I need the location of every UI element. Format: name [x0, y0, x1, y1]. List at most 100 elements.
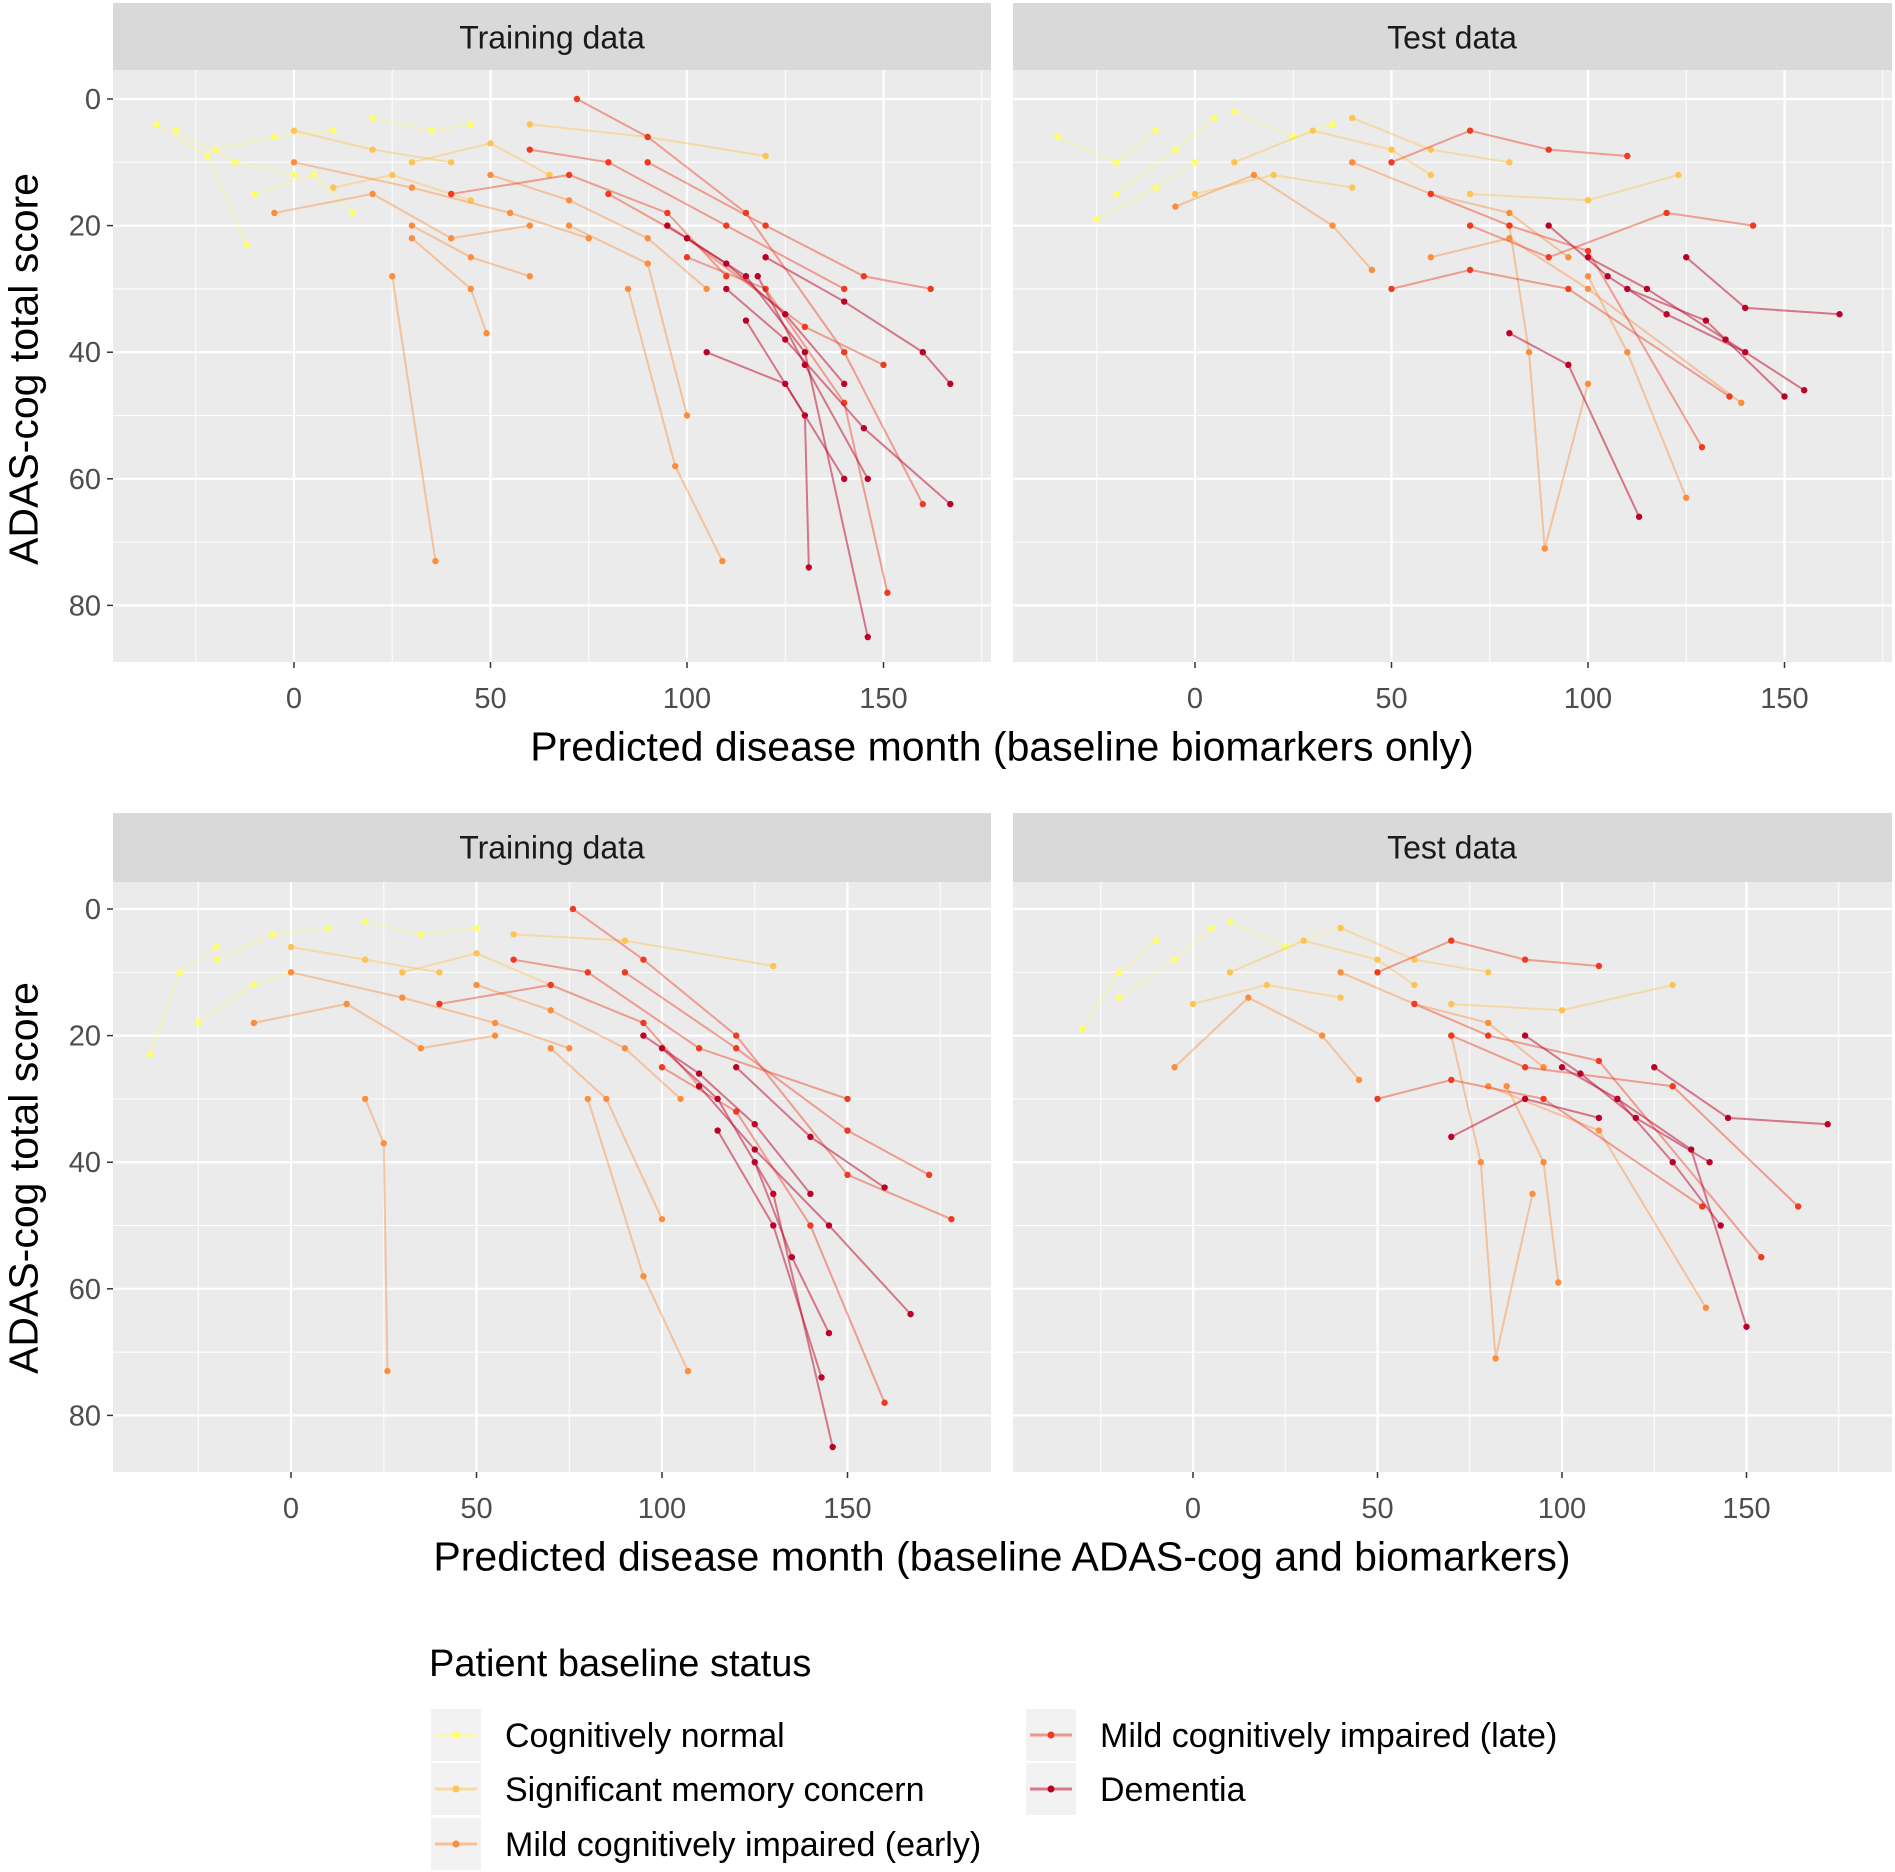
data-point [1506, 235, 1513, 242]
panel-background [113, 70, 991, 662]
x-tick-label: 100 [1538, 1493, 1586, 1525]
data-point [801, 349, 809, 356]
data-point [1250, 171, 1258, 179]
data-point [467, 254, 475, 261]
data-point [1171, 1064, 1178, 1071]
data-point [408, 235, 416, 242]
trajectory-line [1173, 996, 1360, 1081]
data-point [369, 114, 376, 122]
data-point [624, 285, 632, 293]
data-point [1191, 190, 1199, 198]
data-point [565, 222, 573, 229]
data-point [805, 564, 813, 571]
data-point [1318, 1032, 1326, 1039]
data-point [1558, 1007, 1566, 1014]
data-point [1388, 285, 1395, 293]
data-point [884, 589, 891, 596]
data-point [1683, 254, 1690, 261]
data-point [1427, 146, 1435, 153]
data-point [880, 361, 887, 369]
data-point [807, 1222, 814, 1229]
data-point [1388, 159, 1395, 166]
y-axis-title-top: ADAS-cog total score [0, 173, 47, 565]
trajectory-line [529, 148, 845, 290]
data-point [703, 285, 710, 293]
data-point [569, 905, 577, 913]
data-point [269, 931, 276, 938]
data-point [1349, 114, 1356, 122]
trajectory-line [1351, 161, 1569, 259]
data-point [1211, 114, 1218, 122]
data-point [1545, 222, 1552, 229]
data-point [605, 190, 612, 198]
data-point [841, 298, 848, 305]
data-point [644, 260, 651, 267]
data-point [380, 1140, 387, 1147]
x-tick-label: 50 [1361, 1493, 1393, 1525]
data-point [1492, 1355, 1499, 1362]
data-point [1669, 1083, 1676, 1090]
data-point [807, 1133, 814, 1141]
data-point [860, 273, 868, 280]
data-point [213, 956, 220, 963]
data-point [1282, 943, 1289, 951]
data-point [864, 475, 871, 482]
data-point [1624, 285, 1631, 293]
data-point [603, 1095, 610, 1103]
data-point [448, 190, 455, 198]
data-point [829, 1443, 836, 1451]
data-point [213, 943, 220, 951]
data-point [751, 1146, 758, 1153]
trajectory-line [1430, 237, 1742, 404]
data-point [408, 222, 416, 229]
data-point [841, 285, 848, 293]
data-point [658, 1215, 666, 1223]
data-point [1466, 190, 1474, 198]
facet-strip [1013, 3, 1892, 70]
trajectory-line [1561, 1066, 1748, 1328]
trajectory-line [293, 161, 590, 240]
data-point [243, 241, 251, 248]
data-point [250, 1019, 258, 1027]
y-tick-label: 0 [85, 84, 101, 116]
data-point [754, 273, 761, 280]
x-axis-title-bottom: Predicted disease month (baseline ADAS-c… [433, 1533, 1571, 1580]
data-point [644, 133, 651, 141]
data-point [428, 127, 435, 134]
trajectory-line [725, 288, 951, 505]
legend-title: Patient baseline status [429, 1643, 812, 1685]
data-point [762, 254, 769, 261]
data-point [1152, 184, 1159, 191]
data-point [1675, 171, 1682, 179]
facet-strip [1013, 813, 1892, 882]
data-point [1558, 1064, 1566, 1071]
data-point [841, 380, 848, 388]
data-point [195, 1019, 202, 1027]
data-point [153, 121, 160, 128]
x-tick-label: 150 [1760, 683, 1808, 715]
data-point [683, 412, 691, 419]
data-point [695, 1083, 703, 1090]
data-point [432, 557, 439, 565]
trajectory-line [1587, 256, 1805, 392]
data-point [330, 184, 337, 191]
data-point [1836, 311, 1843, 318]
data-point [408, 184, 416, 191]
x-tick-label: 150 [823, 1493, 871, 1525]
data-point [251, 190, 258, 198]
data-point [1595, 962, 1603, 970]
data-point [1448, 1000, 1455, 1008]
data-point [271, 209, 278, 217]
data-point [287, 969, 295, 976]
x-tick-label: 100 [1564, 683, 1612, 715]
data-point [1448, 937, 1455, 944]
data-point [473, 950, 480, 957]
data-point [324, 924, 332, 932]
trajectory-line [1450, 1034, 1799, 1208]
data-point [584, 969, 591, 976]
x-tick-label: 100 [663, 683, 711, 715]
data-point [491, 1019, 499, 1027]
data-point [436, 1000, 443, 1008]
data-point [1702, 317, 1710, 324]
data-point [547, 1045, 554, 1052]
